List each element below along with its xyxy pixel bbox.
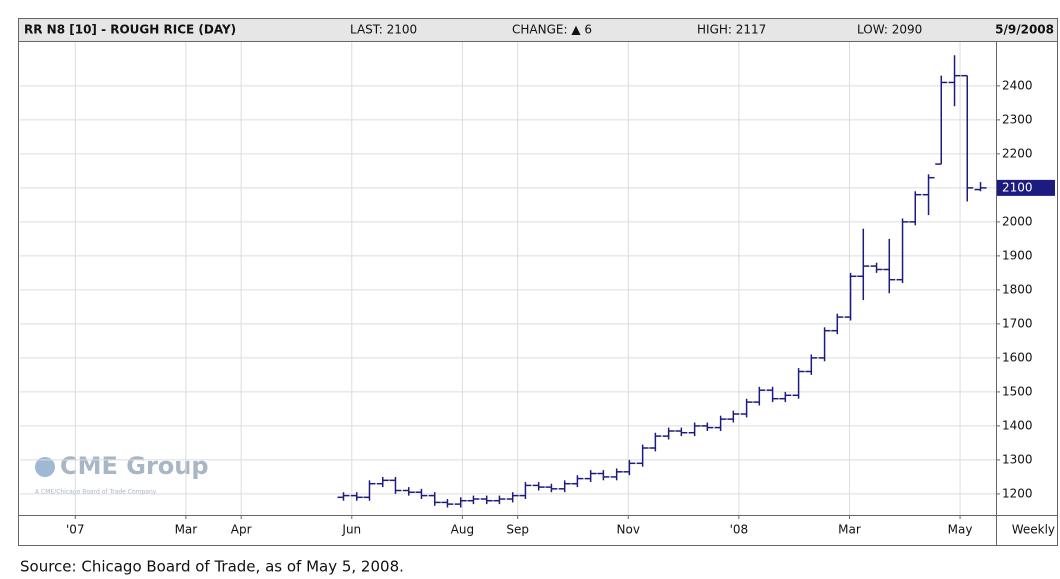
stat-change: CHANGE: ▲ 6: [512, 23, 592, 37]
y-tick-label: 2200: [1002, 146, 1033, 160]
x-tick-label: '08: [730, 523, 749, 537]
y-tick-label: 1800: [1002, 282, 1033, 296]
x-tick-label: Aug: [451, 523, 474, 537]
stat-low: LOW: 2090: [857, 23, 922, 37]
y-tick-label: 2000: [1002, 214, 1033, 228]
chart-date: 5/9/2008: [995, 23, 1054, 37]
y-tick-label: 1700: [1002, 316, 1033, 330]
x-tick-label: Mar: [838, 523, 861, 537]
header-bar: [19, 19, 1057, 41]
stat-high: HIGH: 2117: [697, 23, 766, 37]
last-price-marker: [997, 179, 1055, 196]
period-label: Weekly: [1012, 523, 1055, 537]
y-tick-label: 2300: [1002, 112, 1033, 126]
x-tick-label: Apr: [231, 523, 252, 537]
x-tick-label: '07: [66, 523, 85, 537]
x-tick-label: Mar: [175, 523, 198, 537]
logo-globe: [35, 457, 55, 477]
watermark: CME Group: [60, 452, 209, 480]
y-tick-label: 1300: [1002, 452, 1033, 466]
y-tick-label: 1400: [1002, 418, 1033, 432]
stat-last: LAST: 2100: [350, 23, 417, 37]
source-note: Source: Chicago Board of Trade, as of Ma…: [20, 558, 404, 576]
y-tick-label: 2400: [1002, 78, 1033, 92]
y-tick-label: 1500: [1002, 384, 1033, 398]
y-tick-label: 1200: [1002, 486, 1033, 500]
chart-title: RR N8 [10] - ROUGH RICE (DAY): [24, 23, 236, 37]
chart-frame: [18, 18, 1058, 546]
watermark-sub: A CME/Chicago Board of Trade Company: [35, 489, 157, 496]
x-tick-label: Nov: [617, 523, 640, 537]
x-tick-label: May: [948, 523, 973, 537]
x-tick-label: Sep: [506, 523, 529, 537]
y-tick-label: 1600: [1002, 350, 1033, 364]
x-tick-label: Jun: [341, 523, 361, 537]
y-tick-label: 1900: [1002, 248, 1033, 262]
last-price-label: 2100: [1002, 180, 1033, 194]
